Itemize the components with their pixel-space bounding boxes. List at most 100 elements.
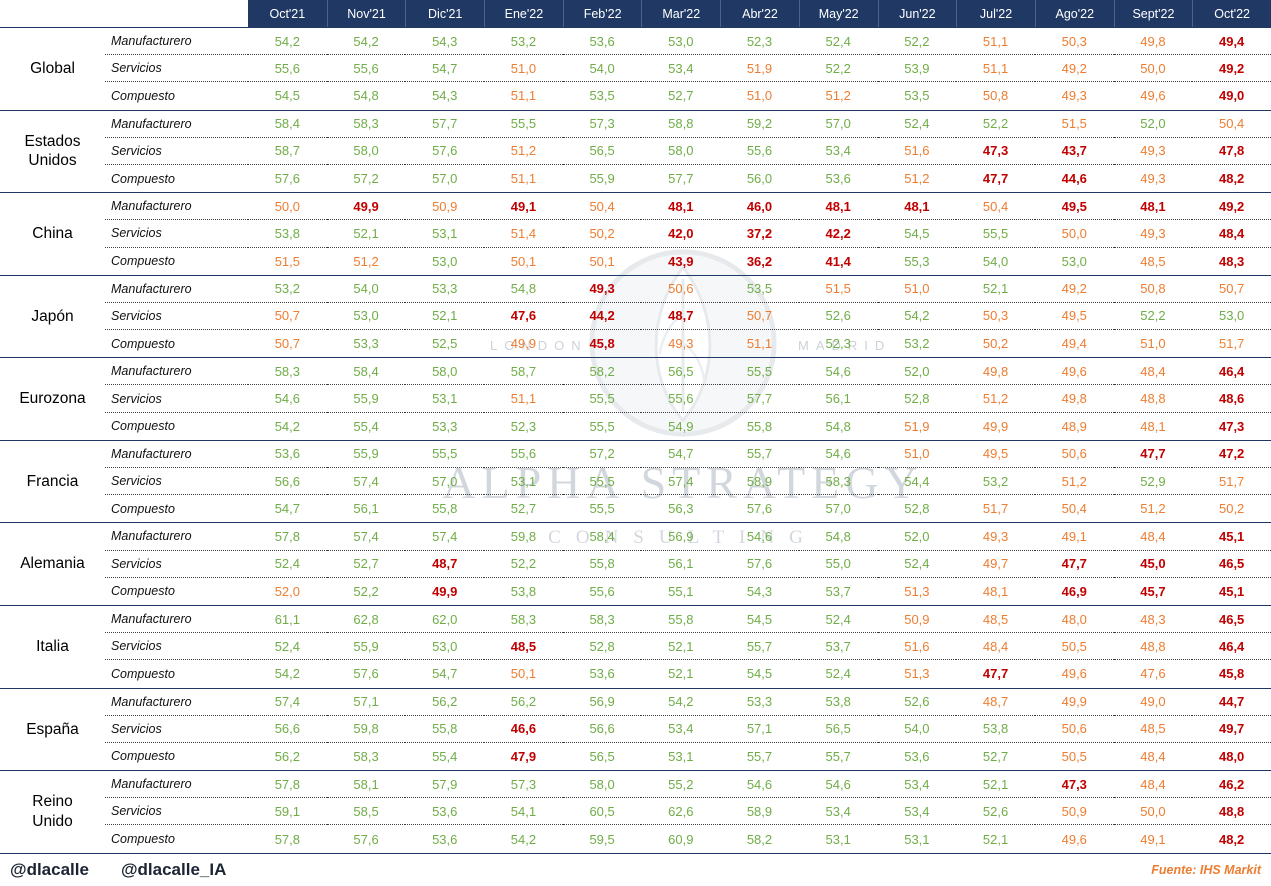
pmi-value-cell: 50,9 [877, 606, 957, 634]
pmi-value-cell: 53,7 [798, 633, 878, 661]
pmi-value-cell: 56,5 [798, 716, 878, 743]
pmi-value-cell: 49,2 [1192, 55, 1271, 83]
pmi-value-cell: 49,3 [1113, 220, 1193, 248]
pmi-value-cell: 59,1 [248, 798, 327, 826]
pmi-value-cell: 52,1 [668, 666, 694, 682]
month-header: Jun'22 [877, 0, 957, 27]
pmi-value-cell: 57,0 [798, 111, 878, 138]
sector-label: Compuesto [111, 336, 175, 351]
pmi-value-cell: 49,2 [1192, 193, 1271, 221]
pmi-value-cell: 48,5 [1113, 716, 1193, 743]
sector-label: Manufacturero [105, 111, 248, 138]
pmi-value-cell: 57,1 [720, 716, 799, 743]
pmi-value-cell: 53,3 [720, 689, 799, 716]
pmi-value-cell: 54,2 [248, 28, 327, 56]
pmi-value-cell: 46,4 [1192, 633, 1271, 661]
pmi-value-cell: 47,6 [484, 303, 563, 331]
sector-label: Manufacturero [105, 358, 248, 386]
pmi-value-cell: 51,1 [484, 385, 563, 413]
table-body: Global Manufacturero 54,2 54,2 54,3 53,2 53,6 5… [0, 27, 1271, 854]
source-credit: Fuente: IHS Markit [1151, 862, 1261, 877]
pmi-value-cell: 56,5 [641, 358, 721, 386]
pmi-value-cell: 55,2 [641, 771, 721, 799]
pmi-value-cell: 52,7 [326, 551, 406, 578]
pmi-value-cell: 57,4 [326, 523, 406, 551]
pmi-value-cell: 57,4 [248, 689, 327, 716]
pmi-value-cell: 53,5 [720, 276, 799, 303]
pmi-value-cell: 52,4 [248, 633, 327, 661]
pmi-value-cell: 55,4 [432, 748, 458, 764]
pmi-value-cell: 57,6 [720, 551, 799, 578]
pmi-value-cell: 57,0 [405, 468, 485, 496]
pmi-value-cell: 52,4 [877, 551, 957, 578]
pmi-value-cell: 51,7 [1192, 468, 1271, 496]
pmi-value-cell: 49,3 [1113, 138, 1193, 165]
pmi-value-cell: 48,0 [1218, 748, 1245, 764]
pmi-value-cell: 52,1 [326, 220, 406, 248]
pmi-value-cell: 56,5 [562, 138, 642, 165]
pmi-value-cell: 51,7 [1218, 336, 1245, 352]
pmi-value-cell: 53,4 [798, 798, 878, 826]
pmi-value-cell: 53,6 [825, 171, 851, 187]
pmi-value-cell: 51,2 [904, 171, 930, 187]
region-label: España [26, 720, 79, 738]
pmi-value-cell: 57,7 [720, 385, 799, 413]
pmi-value-cell: 52,7 [668, 88, 694, 104]
pmi-value-cell: 56,0 [746, 171, 773, 187]
pmi-value-cell: 54,2 [877, 303, 957, 331]
month-header: Abr'22 [720, 0, 799, 27]
pmi-value-cell: 62,6 [641, 798, 721, 826]
pmi-value-cell: 46,6 [484, 716, 563, 743]
pmi-value-cell: 52,4 [798, 606, 878, 634]
pmi-value-cell: 50,9 [1034, 798, 1114, 826]
pmi-value-cell: 49,3 [668, 336, 694, 352]
sector-label: Compuesto [111, 749, 175, 764]
region-group: Italia Manufacturero 61,1 62,8 62,0 58,3 58,3 5… [0, 606, 1271, 689]
twitter-handle-secondary: @dlacalle_IA [120, 859, 227, 879]
pmi-value-cell: 53,5 [904, 88, 930, 104]
pmi-value-cell: 49,3 [1140, 171, 1166, 187]
pmi-value-cell: 49,8 [1113, 28, 1193, 56]
pmi-value-cell: 57,0 [432, 171, 458, 187]
pmi-value-cell: 58,3 [798, 468, 878, 496]
pmi-value-cell: 45,7 [1140, 583, 1166, 599]
pmi-value-cell: 50,0 [248, 193, 327, 221]
pmi-value-cell: 54,9 [668, 418, 694, 434]
pmi-value-cell: 51,1 [510, 171, 537, 187]
pmi-value-cell: 52,0 [274, 583, 300, 599]
pmi-value-cell: 58,9 [720, 798, 799, 826]
region-group: Global Manufacturero 54,2 54,2 54,3 53,2 53,6 5… [0, 28, 1271, 111]
pmi-value-cell: 52,1 [956, 771, 1035, 799]
pmi-value-cell: 56,6 [248, 716, 327, 743]
pmi-value-cell: 54,6 [720, 523, 799, 551]
pmi-value-cell: 51,5 [274, 253, 300, 269]
pmi-value-cell: 56,3 [668, 501, 694, 517]
pmi-value-cell: 54,5 [877, 220, 957, 248]
pmi-value-cell: 54,1 [484, 798, 563, 826]
pmi-value-cell: 58,3 [562, 606, 642, 634]
pmi-value-cell: 41,4 [825, 253, 851, 269]
pmi-value-cell: 57,2 [353, 171, 379, 187]
pmi-value-cell: 52,2 [956, 111, 1035, 138]
pmi-value-cell: 57,4 [326, 468, 406, 496]
pmi-value-cell: 55,9 [326, 633, 406, 661]
pmi-value-cell: 54,7 [405, 55, 485, 83]
pmi-value-cell: 56,6 [248, 468, 327, 496]
pmi-value-cell: 58,1 [326, 771, 406, 799]
pmi-value-cell: 51,3 [904, 666, 930, 682]
month-header: Oct'21 [248, 0, 327, 27]
sector-label: Manufacturero [105, 276, 248, 303]
pmi-value-cell: 51,4 [484, 220, 563, 248]
pmi-value-cell: 50,5 [1034, 633, 1114, 661]
pmi-value-cell: 50,3 [956, 303, 1035, 331]
pmi-value-cell: 55,7 [720, 633, 799, 661]
pmi-value-cell: 51,0 [484, 55, 563, 83]
pmi-value-cell: 49,4 [1192, 28, 1271, 56]
pmi-value-cell: 51,0 [1140, 336, 1166, 352]
pmi-value-cell: 56,9 [641, 523, 721, 551]
pmi-value-cell: 48,8 [1192, 798, 1271, 826]
pmi-value-cell: 49,9 [432, 583, 458, 599]
pmi-value-cell: 60,9 [668, 831, 694, 847]
pmi-value-cell: 53,2 [484, 28, 563, 56]
pmi-value-cell: 54,7 [641, 441, 721, 468]
